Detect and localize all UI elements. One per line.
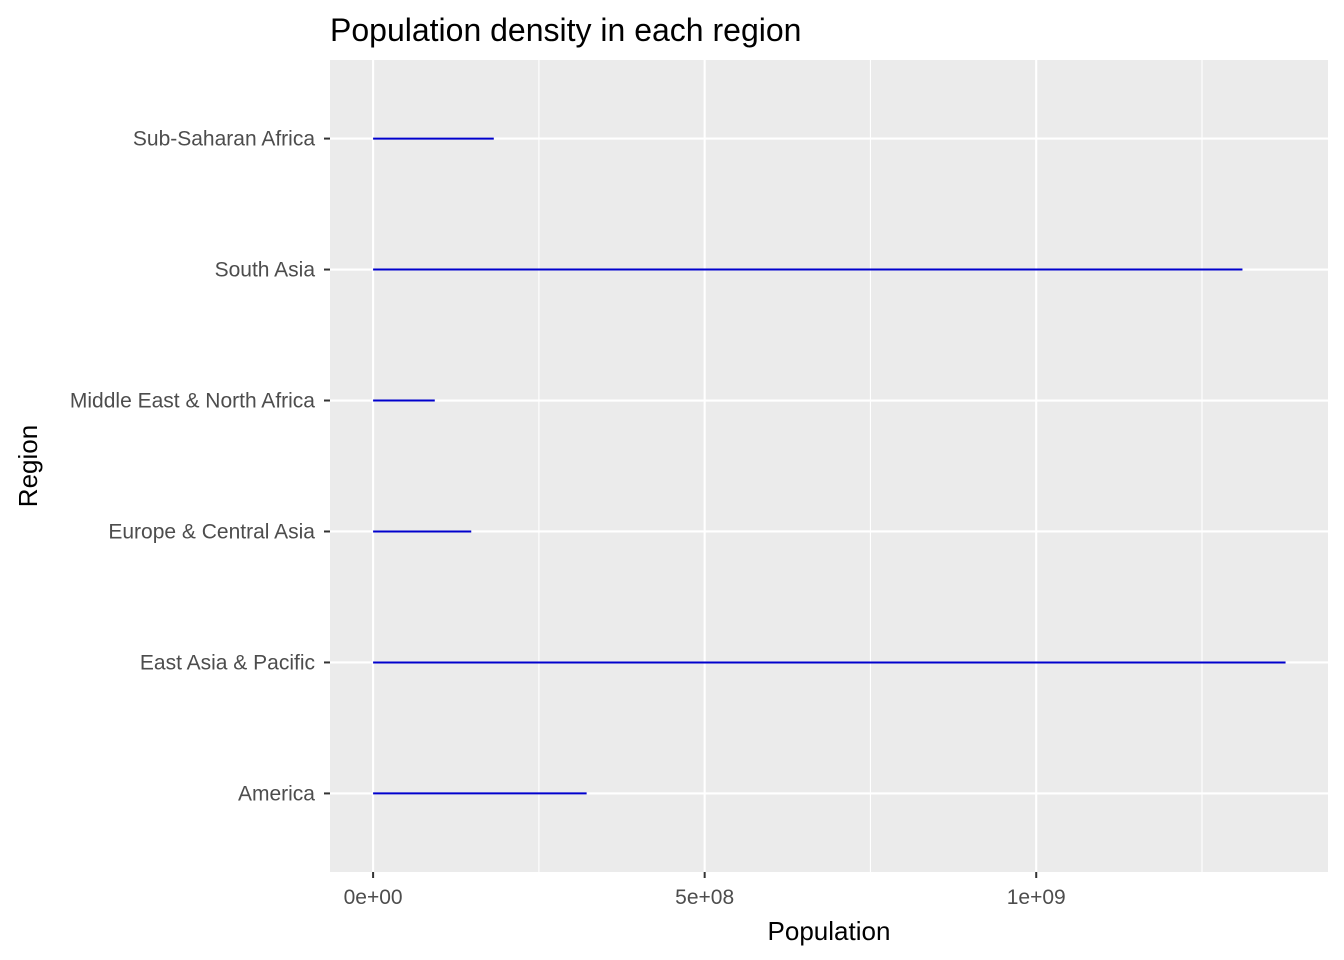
- y-tick-label: Europe & Central Asia: [108, 520, 315, 543]
- plot-panel: [330, 60, 1328, 872]
- y-tick-label: Middle East & North Africa: [70, 390, 315, 413]
- x-axis-title: Population: [768, 916, 891, 946]
- chart-title: Population density in each region: [330, 12, 801, 48]
- y-tick-label: America: [238, 782, 315, 805]
- x-axis: 0e+00 5e+08 1e+09: [344, 872, 1066, 909]
- data-segments: [373, 137, 1286, 795]
- y-tick-label: East Asia & Pacific: [140, 651, 315, 674]
- y-axis-title: Region: [13, 425, 43, 507]
- minor-gridlines: [538, 60, 1203, 872]
- y-tick-label: Sub-Saharan Africa: [133, 128, 315, 151]
- x-tick-label: 5e+08: [675, 886, 734, 909]
- x-tick-label: 1e+09: [1007, 886, 1066, 909]
- y-axis: America East Asia & Pacific Europe & Centr…: [70, 128, 330, 805]
- y-tick-label: South Asia: [215, 259, 316, 282]
- x-tick-label: 0e+00: [344, 886, 403, 909]
